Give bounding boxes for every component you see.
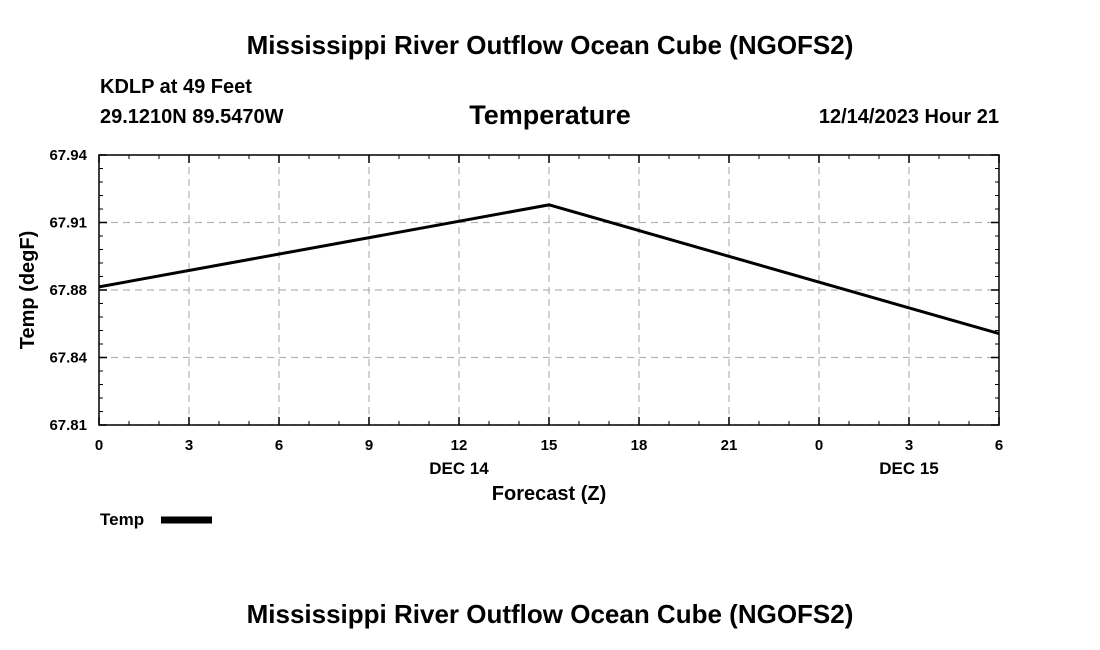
x-tick-label: 3: [905, 437, 913, 454]
x-tick-label: 0: [95, 437, 103, 454]
main-title: Mississippi River Outflow Ocean Cube (NG…: [246, 30, 854, 60]
axis-labels: 0 3 6 9 12 15 18 21 0 3 6 67.81 67.84 67.88 67.91 67.94…: [17, 147, 1003, 505]
x-tick-label: 6: [275, 437, 283, 454]
plot-frame: [98, 154, 1000, 426]
y-tick-label: 67.91: [49, 215, 87, 232]
x-tick-label: 0: [815, 437, 823, 454]
x-tick-label: 15: [541, 437, 558, 454]
y-tick-label: 67.94: [49, 147, 87, 164]
y-tick-label: 67.84: [49, 350, 87, 367]
series-layer: [98, 203, 1000, 336]
date-label: DEC 15: [879, 459, 939, 478]
x-tick-label: 6: [995, 437, 1003, 454]
legend: Temp: [100, 510, 212, 529]
footer-title: Mississippi River Outflow Ocean Cube (NG…: [246, 599, 854, 629]
y-axis-title: Temp (degF): [17, 231, 39, 350]
x-tick-label: 9: [365, 437, 373, 454]
station-label: KDLP at 49 Feet: [100, 76, 252, 98]
chart-title: Temperature: [469, 100, 631, 130]
date-label: DEC 14: [429, 459, 489, 478]
y-tick-label: 67.88: [49, 282, 87, 299]
forecast-run-time: 12/14/2023 Hour 21: [818, 106, 999, 128]
series-line-temp: [98, 203, 1000, 336]
x-tick-label: 18: [631, 437, 648, 454]
x-axis-title: Forecast (Z): [492, 483, 606, 505]
legend-label: Temp: [100, 510, 144, 529]
grid-lines: [99, 154, 999, 426]
x-tick-label: 12: [451, 437, 468, 454]
temperature-chart: 0 3 6 9 12 15 18 21 0 3 6 67.81 67.84 67.88 67.91 67.94…: [17, 147, 1003, 529]
x-tick-label: 21: [721, 437, 738, 454]
y-tick-label: 67.81: [49, 417, 87, 434]
station-coordinates: 29.1210N 89.5470W: [100, 106, 284, 128]
x-tick-label: 3: [185, 437, 193, 454]
